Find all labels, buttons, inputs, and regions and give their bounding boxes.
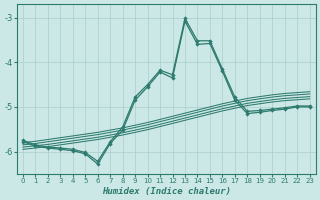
X-axis label: Humidex (Indice chaleur): Humidex (Indice chaleur): [102, 187, 231, 196]
